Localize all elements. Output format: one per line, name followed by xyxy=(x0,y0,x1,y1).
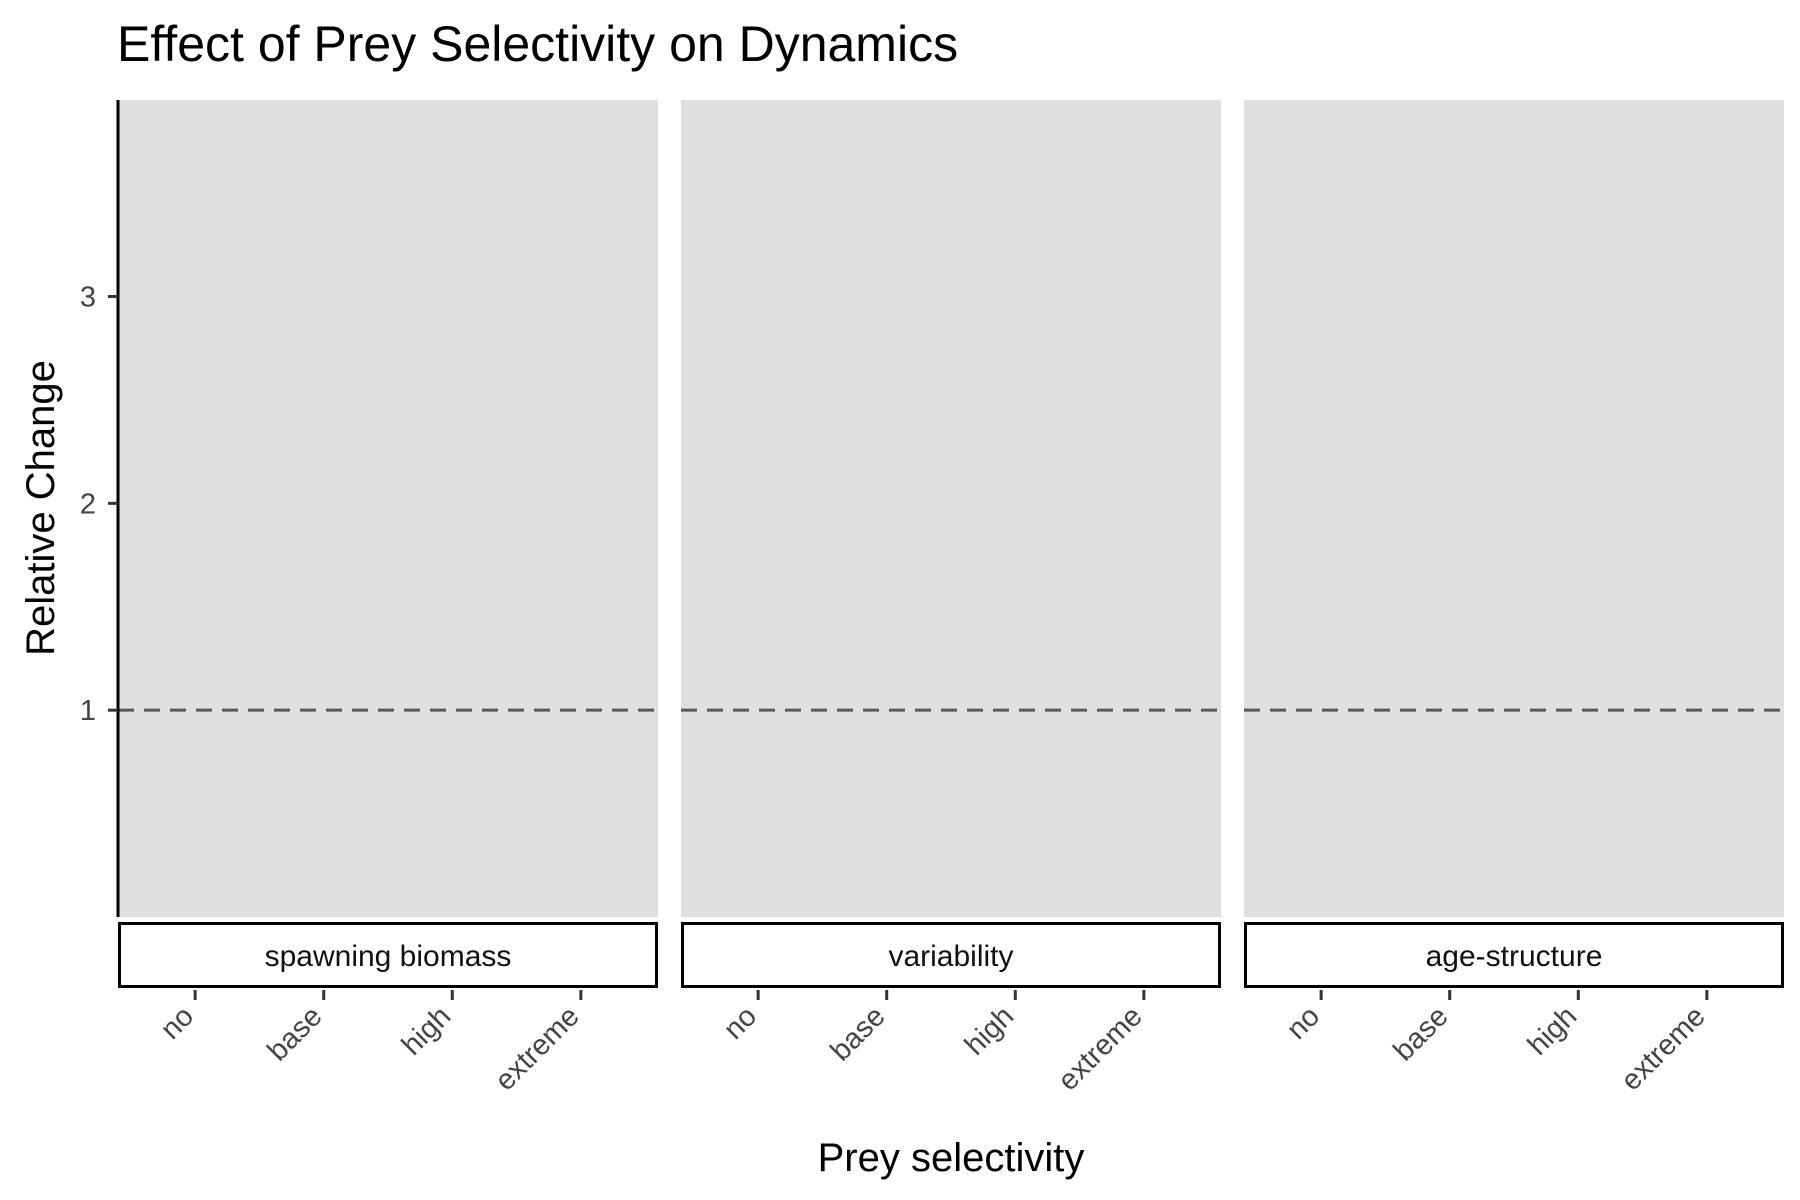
facet-strip-label: spawning biomass xyxy=(265,940,512,973)
y-axis-title: Relative Change xyxy=(19,360,63,656)
x-tick-label: no xyxy=(155,1000,200,1045)
x-tick-label: base xyxy=(262,1000,329,1067)
facet-panel-variability: variability no base high extreme xyxy=(681,100,1221,1097)
facet-strip xyxy=(1244,922,1784,988)
y-tick-label: 1 xyxy=(80,695,96,727)
facet-strip-label: variability xyxy=(888,940,1013,973)
x-tick-label: base xyxy=(825,1000,892,1067)
panel-background xyxy=(118,100,658,917)
x-tick-label: no xyxy=(1281,1000,1326,1045)
x-tick-label: extreme xyxy=(1052,1000,1149,1097)
chart-title: Effect of Prey Selectivity on Dynamics xyxy=(117,16,958,72)
x-tick-label: base xyxy=(1388,1000,1455,1067)
facet-panel-spawning-biomass: spawning biomass no base high extreme xyxy=(118,100,658,1097)
y-axis: 1 2 3 xyxy=(80,100,120,917)
x-tick-label: extreme xyxy=(489,1000,586,1097)
facet-strip xyxy=(681,922,1221,988)
x-tick-label: high xyxy=(396,1000,457,1061)
x-tick-label: extreme xyxy=(1615,1000,1712,1097)
x-tick-label: no xyxy=(718,1000,763,1045)
panel-background xyxy=(1244,100,1784,917)
x-tick-label: high xyxy=(959,1000,1020,1061)
y-tick-label: 3 xyxy=(80,281,96,313)
y-tick-label: 2 xyxy=(80,488,96,520)
facet-strip xyxy=(118,922,658,988)
facet-panel-age-structure: age-structure no base high extreme xyxy=(1244,100,1784,1097)
x-tick-label: high xyxy=(1522,1000,1583,1061)
x-axis-title: Prey selectivity xyxy=(818,1136,1085,1180)
panel-background xyxy=(681,100,1221,917)
facet-strip-label: age-structure xyxy=(1426,940,1603,973)
